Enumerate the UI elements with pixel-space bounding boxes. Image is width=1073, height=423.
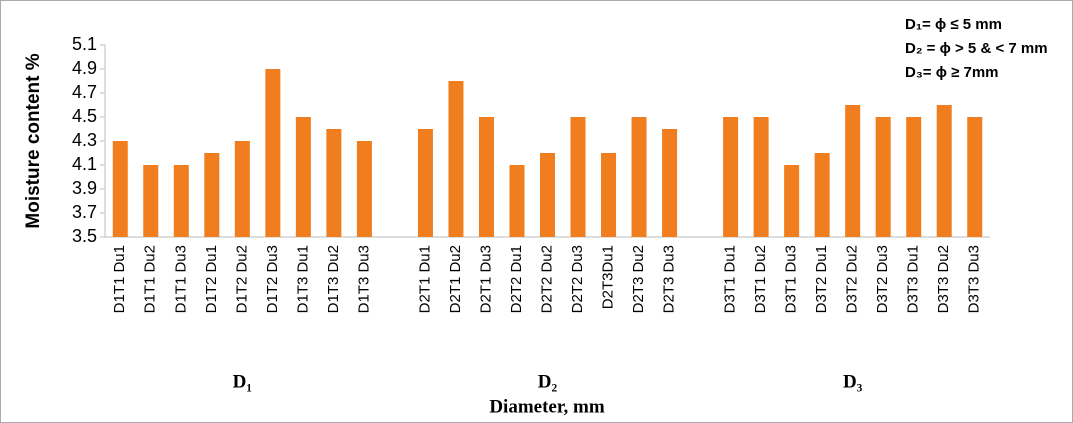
- bar: [753, 117, 769, 237]
- y-tick-label: 5.1: [72, 34, 97, 54]
- y-tick-label: 3.7: [72, 202, 97, 222]
- x-tick-label: D2T2 Du2: [538, 245, 555, 313]
- bar: [631, 117, 647, 237]
- bar: [143, 165, 159, 237]
- x-tick-label: D3T1 Du1: [722, 245, 739, 313]
- x-axis-title: Diameter, mm: [489, 396, 605, 417]
- x-tick-label: D2T2 Du1: [508, 245, 525, 313]
- bar: [540, 153, 555, 237]
- x-tick-label: D1T2 Du3: [264, 245, 281, 313]
- x-tick-label: D3T2 Du2: [844, 245, 861, 313]
- y-axis-title: Moisture content %: [23, 53, 44, 228]
- x-tick-label: D3T1 Du2: [752, 245, 769, 313]
- bar: [906, 117, 922, 237]
- x-tick-label: D1T3 Du3: [355, 245, 372, 313]
- bar: [478, 117, 494, 237]
- bar: [173, 165, 189, 237]
- x-tick-label: D3T3 Du2: [935, 245, 952, 313]
- x-tick-label: D2T3Du1: [600, 245, 617, 309]
- legend-text: D₃= ϕ ≥ 7mm: [905, 64, 999, 81]
- bar: [723, 117, 739, 237]
- x-tick-label: D1T1 Du3: [172, 245, 189, 313]
- x-tick-label: D2T1 Du1: [416, 245, 433, 313]
- x-tick-label: D2T3 Du2: [630, 245, 647, 313]
- y-tick-label: 4.5: [72, 106, 97, 126]
- y-tick-label: 4.9: [72, 58, 97, 78]
- x-tick-label: D3T2 Du3: [874, 245, 891, 313]
- x-tick-label: D1T1 Du1: [111, 245, 128, 313]
- group-label: D₂: [538, 371, 558, 392]
- x-tick-label: D3T1 Du3: [783, 245, 800, 313]
- x-tick-label: D1T2 Du1: [203, 245, 220, 313]
- x-tick-label: D1T3 Du2: [325, 245, 342, 313]
- bar: [509, 165, 525, 237]
- x-tick-label: D1T2 Du2: [233, 245, 250, 313]
- bar: [570, 117, 586, 237]
- y-tick-label: 3.9: [72, 178, 97, 198]
- bar: [204, 153, 220, 237]
- bar: [936, 105, 952, 237]
- bar: [662, 129, 678, 237]
- y-tick-label: 4.1: [72, 154, 97, 174]
- x-tick-label: D2T1 Du3: [477, 245, 494, 313]
- bar: [448, 81, 464, 237]
- x-tick-label: D3T3 Du1: [905, 245, 922, 313]
- bar: [112, 141, 128, 237]
- bar: [875, 117, 891, 237]
- y-tick-label: 3.5: [72, 226, 97, 246]
- x-tick-label: D2T3 Du3: [661, 245, 678, 313]
- legend-text: D₁= ϕ ≤ 5 mm: [905, 16, 1002, 33]
- x-tick-label: D3T3 Du3: [966, 245, 983, 313]
- x-tick-label: D3T2 Du1: [813, 245, 830, 313]
- bar: [417, 129, 433, 237]
- y-tick-label: 4.3: [72, 130, 97, 150]
- x-tick-label: D2T2 Du3: [569, 245, 586, 313]
- bar: [784, 165, 800, 237]
- y-tick-label: 4.7: [72, 82, 97, 102]
- group-label: D₃: [843, 371, 863, 392]
- x-tick-label: D2T1 Du2: [447, 245, 464, 313]
- bar: [601, 153, 617, 237]
- x-tick-label: D1T1 Du2: [142, 245, 159, 313]
- bar: [967, 117, 983, 237]
- bar: [814, 153, 830, 237]
- bar: [295, 117, 311, 237]
- bar: [326, 129, 342, 237]
- bar: [845, 105, 861, 237]
- bar: [356, 141, 372, 237]
- bar: [234, 141, 250, 237]
- x-tick-label: D1T3 Du1: [294, 245, 311, 313]
- legend-text: D₂ = ϕ > 5 & < 7 mm: [905, 40, 1048, 57]
- bar: [265, 69, 281, 237]
- group-label: D₁: [233, 371, 252, 392]
